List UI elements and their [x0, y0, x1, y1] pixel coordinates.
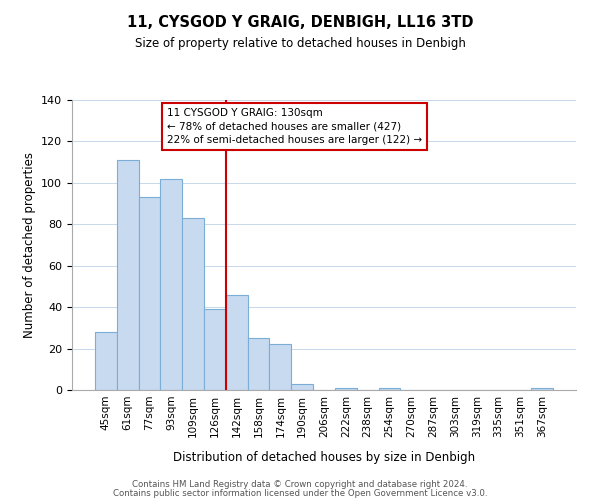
Bar	[117, 160, 139, 390]
Bar	[379, 388, 400, 390]
Text: Size of property relative to detached houses in Denbigh: Size of property relative to detached ho…	[134, 38, 466, 51]
Bar	[95, 332, 117, 390]
Bar	[204, 309, 226, 390]
Text: Contains public sector information licensed under the Open Government Licence v3: Contains public sector information licen…	[113, 488, 487, 498]
Bar	[160, 178, 182, 390]
Text: 11 CYSGOD Y GRAIG: 130sqm
← 78% of detached houses are smaller (427)
22% of semi: 11 CYSGOD Y GRAIG: 130sqm ← 78% of detac…	[167, 108, 422, 144]
Bar	[269, 344, 291, 390]
Y-axis label: Number of detached properties: Number of detached properties	[23, 152, 35, 338]
Text: Contains HM Land Registry data © Crown copyright and database right 2024.: Contains HM Land Registry data © Crown c…	[132, 480, 468, 489]
Bar	[291, 384, 313, 390]
Bar	[139, 198, 160, 390]
Bar	[531, 388, 553, 390]
Bar	[248, 338, 269, 390]
Bar	[226, 294, 248, 390]
Text: 11, CYSGOD Y GRAIG, DENBIGH, LL16 3TD: 11, CYSGOD Y GRAIG, DENBIGH, LL16 3TD	[127, 15, 473, 30]
Bar	[182, 218, 204, 390]
Bar	[335, 388, 357, 390]
Text: Distribution of detached houses by size in Denbigh: Distribution of detached houses by size …	[173, 451, 475, 464]
